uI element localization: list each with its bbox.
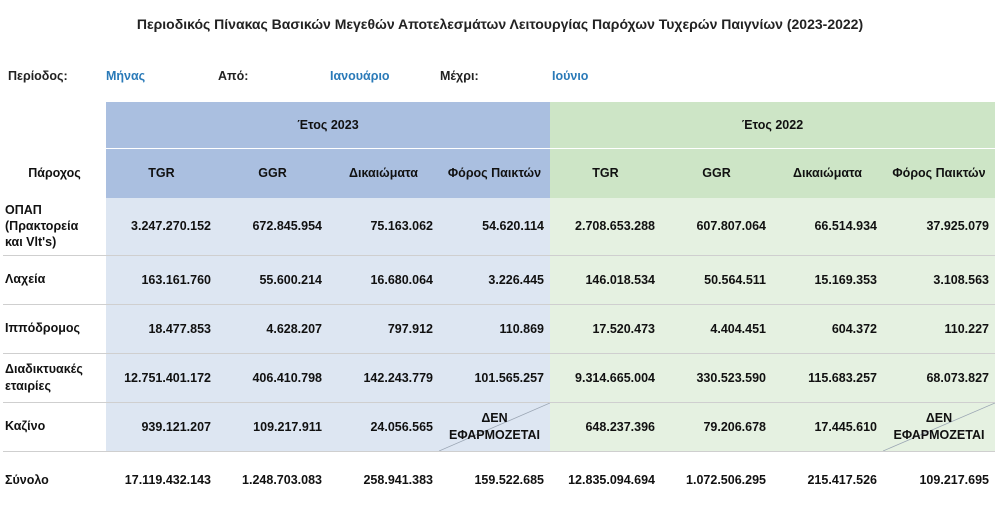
provider-cell: ΟΠΑΠ (Πρακτορεία και Vlt's) — [3, 198, 106, 256]
value-cell: 18.477.853 — [106, 304, 217, 354]
period-value: Μήνας — [106, 69, 146, 83]
to-value: Ιούνιο — [552, 69, 589, 83]
provider-header: Πάροχος — [28, 166, 81, 180]
table-row: Καζίνο 939.121.207 109.217.911 24.056.56… — [3, 402, 995, 452]
table-row: ΟΠΑΠ (Πρακτορεία και Vlt's) 3.247.270.15… — [3, 198, 995, 256]
col-header-fees-2023: Δικαιώματα — [328, 147, 439, 198]
not-applicable-text-line1: ΔΕΝ — [481, 410, 508, 425]
value-cell: 142.243.779 — [328, 353, 439, 403]
from-label: Από: — [218, 69, 249, 83]
value-cell: 110.869 — [439, 304, 550, 354]
provider-name-line: Ιππόδρομος — [5, 321, 80, 336]
value-cell: 163.161.760 — [106, 255, 217, 305]
col-header-fees-2022: Δικαιώματα — [772, 147, 883, 198]
value-cell: 68.073.827 — [883, 353, 995, 403]
total-row: Σύνολο 17.119.432.143 1.248.703.083 258.… — [3, 451, 995, 509]
year-2022-header: Έτος 2022 — [550, 102, 995, 148]
total-value-cell: 109.217.695 — [919, 473, 989, 488]
value-cell: 55.600.214 — [217, 255, 328, 305]
provider-cell: Καζίνο — [3, 402, 106, 452]
diagonal-strike-line — [439, 403, 550, 451]
provider-name-line: εταιρίες — [5, 378, 51, 393]
table-row: Λαχεία 163.161.760 55.600.214 16.680.064… — [3, 255, 995, 305]
provider-name-line: Λαχεία — [5, 272, 46, 287]
results-table: Έτος 2023 Έτος 2022 Πάροχος TGR GGR Δικα… — [3, 102, 995, 509]
value-cell: 54.620.114 — [439, 198, 550, 256]
value-cell: 24.056.565 — [328, 402, 439, 452]
not-applicable-text-line1: ΔΕΝ — [925, 410, 953, 425]
col-header-tgr-2023: TGR — [106, 147, 217, 198]
value-cell: 50.564.511 — [661, 255, 772, 305]
value-cell: 9.314.665.004 — [550, 353, 661, 403]
year-2023-header: Έτος 2023 — [106, 102, 550, 148]
value-cell: 330.523.590 — [661, 353, 772, 403]
col-header-player-tax-2022: Φόρος Παικτών — [883, 147, 995, 198]
total-value-cell: 1.248.703.083 — [242, 473, 322, 488]
provider-name-line: και Vlt's) — [5, 235, 57, 250]
total-label: Σύνολο — [5, 473, 49, 488]
table-row: Ιππόδρομος 18.477.853 4.628.207 797.912 … — [3, 304, 995, 354]
value-cell: 115.683.257 — [772, 353, 883, 403]
total-value-cell: 1.072.506.295 — [686, 473, 766, 488]
value-cell: 17.445.610 — [772, 402, 883, 452]
from-value: Ιανουάριο — [330, 69, 390, 83]
total-value-cell: 215.417.526 — [807, 473, 877, 488]
value-cell: 604.372 — [772, 304, 883, 354]
total-value-cell: 17.119.432.143 — [124, 473, 211, 488]
col-header-ggr-2022: GGR — [661, 147, 772, 198]
header-spacer — [3, 102, 106, 148]
value-cell: 406.410.798 — [217, 353, 328, 403]
not-applicable-text-line2: ΕΦΑΡΜΟΖΕΤΑΙ — [893, 427, 985, 442]
value-cell: 648.237.396 — [550, 402, 661, 452]
value-cell: 75.163.062 — [328, 198, 439, 256]
col-header-player-tax-2023: Φόρος Παικτών — [439, 147, 550, 198]
not-applicable-cell: ΔΕΝ ΕΦΑΡΜΟΖΕΤΑΙ — [439, 402, 550, 452]
provider-cell: Ιππόδρομος — [3, 304, 106, 354]
value-cell: 2.708.653.288 — [550, 198, 661, 256]
page-title: Περιοδικός Πίνακας Βασικών Μεγεθών Αποτε… — [136, 16, 864, 32]
table-row: Διαδικτυακές εταιρίες 12.751.401.172 406… — [3, 353, 995, 403]
provider-cell: Λαχεία — [3, 255, 106, 305]
value-cell: 939.121.207 — [106, 402, 217, 452]
not-applicable-cell: ΔΕΝ ΕΦΑΡΜΟΖΕΤΑΙ — [883, 402, 995, 452]
value-cell: 16.680.064 — [328, 255, 439, 305]
period-label: Περίοδος: — [8, 69, 68, 83]
value-cell: 109.217.911 — [217, 402, 328, 452]
total-value-cell: 159.522.685 — [474, 473, 544, 488]
value-cell: 66.514.934 — [772, 198, 883, 256]
total-value-cell: 258.941.383 — [363, 473, 433, 488]
col-header-tgr-2022: TGR — [550, 147, 661, 198]
value-cell: 4.404.451 — [661, 304, 772, 354]
value-cell: 12.751.401.172 — [106, 353, 217, 403]
value-cell: 607.807.064 — [661, 198, 772, 256]
to-label: Μέχρι: — [440, 69, 479, 83]
not-applicable-text-line2: ΕΦΑΡΜΟΖΕΤΑΙ — [449, 427, 540, 442]
value-cell: 3.108.563 — [883, 255, 995, 305]
value-cell: 3.226.445 — [439, 255, 550, 305]
provider-cell: Διαδικτυακές εταιρίες — [3, 353, 106, 403]
diagonal-strike-line — [883, 403, 995, 451]
value-cell: 101.565.257 — [439, 353, 550, 403]
provider-name-line: ΟΠΑΠ — [5, 202, 42, 217]
value-cell: 37.925.079 — [883, 198, 995, 256]
provider-name-line: Καζίνο — [5, 419, 46, 434]
value-cell: 110.227 — [883, 304, 995, 354]
provider-name-line: Διαδικτυακές — [5, 362, 83, 377]
value-cell: 15.169.353 — [772, 255, 883, 305]
col-header-ggr-2023: GGR — [217, 147, 328, 198]
value-cell: 3.247.270.152 — [106, 198, 217, 256]
value-cell: 17.520.473 — [550, 304, 661, 354]
value-cell: 797.912 — [328, 304, 439, 354]
value-cell: 4.628.207 — [217, 304, 328, 354]
value-cell: 79.206.678 — [661, 402, 772, 452]
value-cell: 672.845.954 — [217, 198, 328, 256]
total-value-cell: 12.835.094.694 — [568, 473, 655, 488]
provider-name-line: (Πρακτορεία — [5, 219, 79, 234]
value-cell: 146.018.534 — [550, 255, 661, 305]
